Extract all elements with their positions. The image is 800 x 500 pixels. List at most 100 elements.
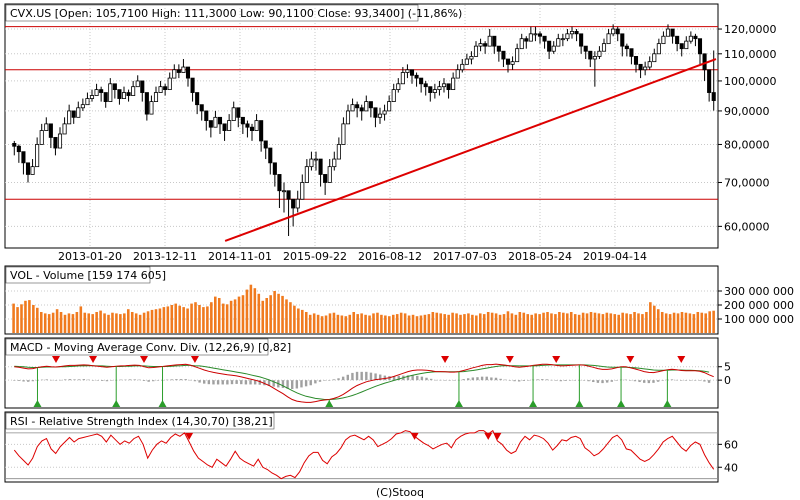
volume-bar (308, 314, 312, 333)
volume-bar (486, 312, 490, 333)
volume-bar (71, 314, 75, 333)
candle-up (460, 63, 465, 71)
candle-down (542, 35, 547, 42)
volume-bar (664, 313, 668, 333)
volume-bar (225, 304, 229, 333)
macd-line (14, 363, 714, 403)
candle-up (231, 107, 236, 121)
candle-up (57, 133, 63, 149)
candle-down (140, 80, 145, 93)
macd-buy-marker (33, 400, 42, 407)
macd-histogram-bar (235, 380, 238, 384)
macd-histogram-bar (124, 379, 127, 381)
volume-bar (210, 302, 213, 333)
macd-histogram-bar (249, 380, 252, 385)
candle-down (675, 35, 680, 45)
volume-bar (692, 314, 696, 333)
volume-bar (688, 313, 692, 333)
macd-histogram-bar (360, 371, 363, 381)
macd-histogram-bar (592, 380, 595, 383)
candle-up (149, 101, 154, 115)
volume-bar (166, 306, 170, 333)
macd-histogram-bar (87, 379, 90, 381)
macd-histogram-bar (411, 375, 414, 381)
volume-bar (130, 312, 134, 333)
rsi-sell-marker (410, 432, 419, 440)
candle-up (478, 43, 483, 47)
macd-histogram-bar (64, 379, 67, 381)
macd-histogram-bar (601, 380, 604, 384)
macd-histogram-bar (138, 379, 141, 381)
volume-bar (55, 309, 59, 333)
volume-bar (344, 316, 348, 333)
candle-down (373, 107, 378, 118)
macd-histogram-bar (286, 380, 289, 389)
macd-histogram-bar (513, 380, 516, 382)
rsi-line (13, 429, 715, 480)
volume-bar (447, 314, 450, 333)
candle-up (35, 144, 40, 168)
volume-bar (28, 300, 31, 333)
macd-histogram-bar (295, 380, 299, 389)
volume-bar (217, 298, 221, 333)
price-xtick-label: 2019-04-14 (583, 250, 647, 263)
macd-histogram-bar (517, 380, 521, 382)
macd-histogram-bar (291, 380, 294, 390)
volume-bar (506, 311, 510, 333)
macd-histogram-bar (624, 379, 627, 381)
volume-bar (510, 313, 514, 333)
macd-buy-marker (575, 400, 584, 407)
candle-up (560, 38, 565, 41)
candle-down (144, 92, 149, 115)
rsi-sell-marker (185, 432, 194, 440)
macd-histogram-bar (91, 380, 95, 381)
volume-bar (273, 291, 276, 333)
volume-bar (372, 313, 375, 333)
volume-bar (653, 305, 656, 333)
macd-histogram-bar (323, 380, 326, 381)
macd-histogram-bar (253, 380, 257, 385)
macd-histogram-bar (369, 372, 373, 381)
volume-bar (233, 299, 237, 333)
candle-up (67, 110, 72, 125)
candle-down (492, 35, 497, 47)
volume-bar (67, 313, 71, 333)
macd-histogram-bar (453, 380, 456, 381)
price-ytick-label: 60,0000 (724, 220, 770, 233)
volume-bar (221, 303, 225, 333)
volume-bar (668, 314, 672, 333)
macd-histogram-bar (147, 380, 150, 382)
candle-down (496, 45, 501, 52)
price-xtick-label: 2017-07-03 (433, 250, 497, 263)
macd-histogram-bar (587, 380, 590, 382)
candle-up (336, 144, 341, 160)
macd-histogram-bar (54, 380, 58, 381)
macd-histogram-bar (522, 380, 525, 381)
candle-up (382, 110, 387, 115)
volume-bar (482, 314, 486, 333)
candle-down (199, 104, 204, 112)
macd-histogram-bar (105, 380, 109, 382)
candle-down (48, 123, 53, 138)
candle-up (80, 104, 85, 109)
volume-bar (237, 296, 241, 333)
macd-histogram-bar (240, 380, 243, 385)
candle-up (606, 33, 611, 45)
volume-bar (435, 312, 439, 333)
macd-histogram-bar (476, 377, 479, 381)
macd-signal-line (14, 364, 710, 400)
candle-up (153, 92, 159, 102)
volume-bar (649, 302, 652, 333)
macd-panel-title: MACD - Moving Average Conv. Div. (12,26,… (10, 341, 291, 354)
volume-bar (154, 309, 158, 333)
volume-bar (43, 313, 47, 333)
macd-ytick-label: 0 (724, 374, 731, 387)
volume-bar (451, 312, 454, 333)
macd-sell-marker (505, 356, 514, 363)
volume-bar (281, 295, 284, 333)
candle-down (53, 137, 58, 149)
volume-ytick-label: 200 000 000 (724, 299, 794, 312)
volume-bar (534, 313, 537, 333)
volume-bar (593, 312, 597, 333)
volume-bar (368, 315, 371, 333)
